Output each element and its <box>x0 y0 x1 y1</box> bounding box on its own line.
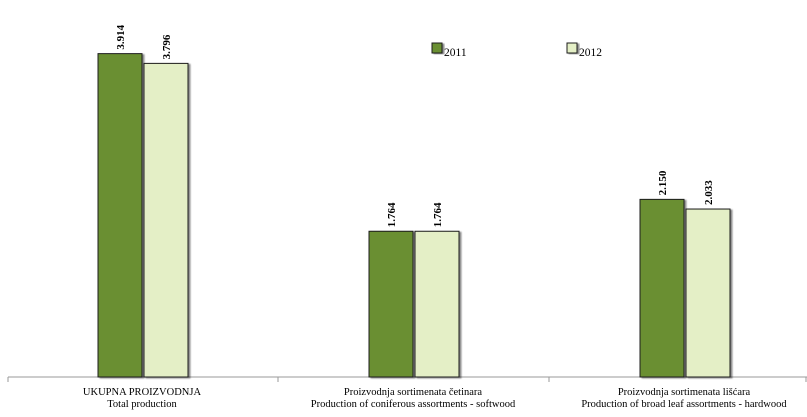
legend: 2011 2012 <box>431 42 602 59</box>
legend-label-2012: 2012 <box>579 47 602 59</box>
bar-2011-2 <box>639 198 685 378</box>
legend-swatch-2012 <box>566 42 578 54</box>
bar-2012-1 <box>414 230 460 378</box>
bar-2011-0 <box>97 53 143 378</box>
category-label-0-line-1: Total production <box>107 399 177 410</box>
category-label-0-line-0: UKUPNA PROIZVODNJA <box>83 387 202 398</box>
data-label-2012-1: 1.764 <box>432 202 444 227</box>
bar-2011-1 <box>368 230 414 378</box>
axis-layer <box>7 376 807 382</box>
data-label-2012-2: 2.033 <box>703 180 715 205</box>
data-label-2011-0: 3.914 <box>115 24 127 49</box>
data-label-2011-1: 1.764 <box>386 202 398 227</box>
category-label-2-line-1: Production of broad leaf assortments - h… <box>581 399 787 410</box>
bars-layer <box>97 53 731 378</box>
data-label-2011-2: 2.150 <box>657 170 669 195</box>
bar-2012-0 <box>143 62 189 378</box>
labels-layer: 3.914 1.764 2.150 3.796 1.764 2.033 UKUPNA PRO… <box>83 24 787 410</box>
legend-label-2011: 2011 <box>444 47 467 59</box>
bar-2012-2 <box>685 208 731 378</box>
data-label-2012-0: 3.796 <box>161 34 173 59</box>
legend-swatch-2011 <box>431 42 443 54</box>
category-label-1-line-0: Proizvodnja sortimenata četinara <box>344 387 483 398</box>
category-label-2-line-0: Proizvodnja sortimenata lišćara <box>618 387 751 398</box>
category-label-1-line-1: Production of coniferous assortments - s… <box>311 399 516 410</box>
